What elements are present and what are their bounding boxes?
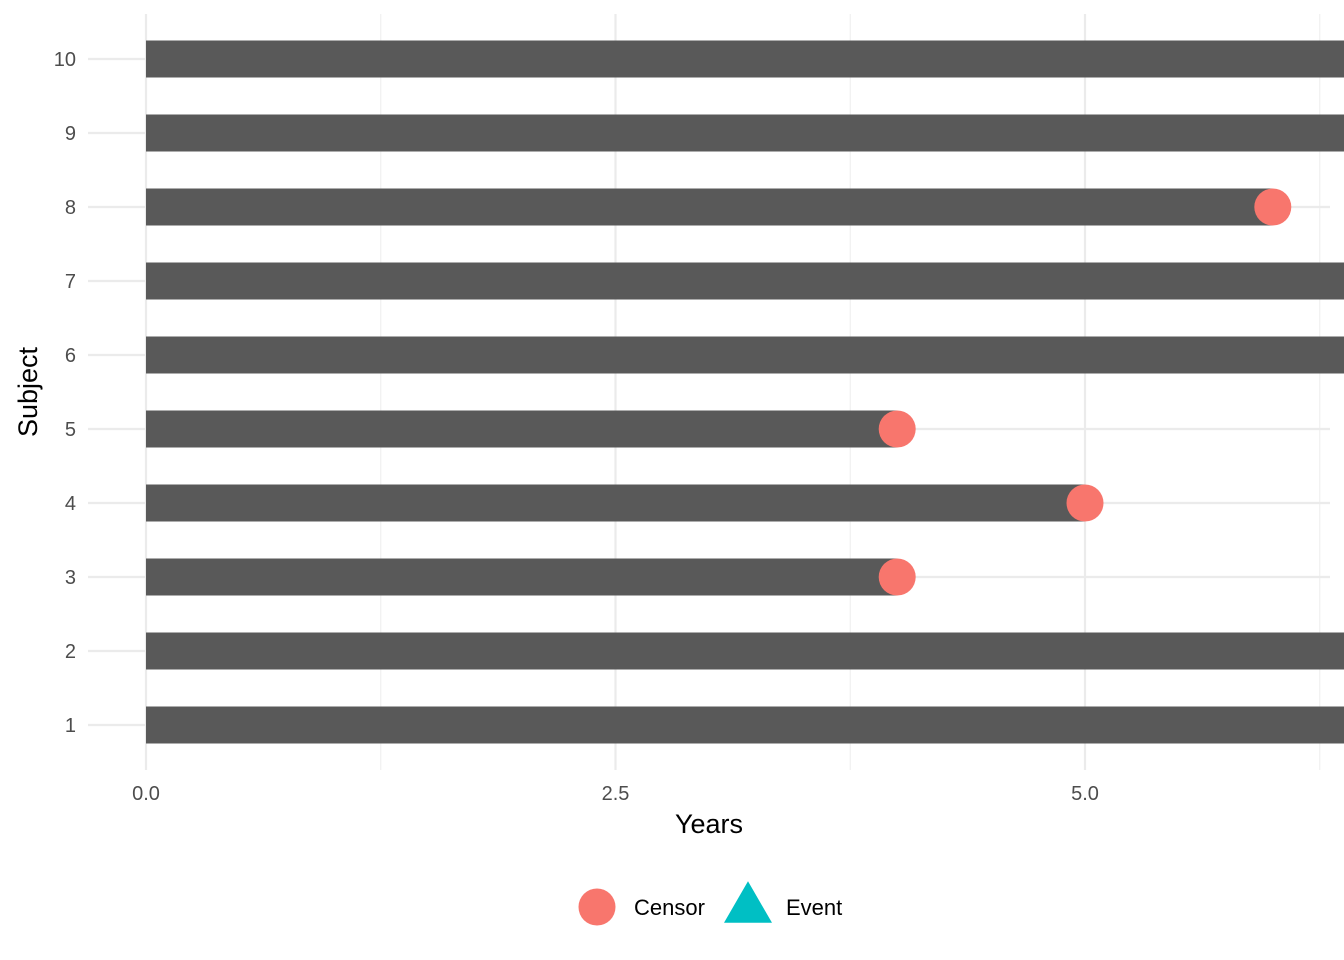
y-tick-label: 10 (54, 49, 76, 71)
y-tick-label: 5 (65, 419, 76, 441)
y-axis-ticks: 1 2 3 4 5 6 7 8 9 10 (54, 49, 76, 737)
censor-marker (1066, 484, 1104, 522)
y-tick-label: 3 (65, 567, 76, 589)
bars (146, 40, 1344, 744)
bar (146, 262, 1344, 300)
x-axis-title: Years (675, 809, 743, 839)
legend-event-label: Event (786, 895, 842, 920)
x-tick-label: 5.0 (1071, 783, 1099, 805)
y-tick-label: 4 (65, 493, 76, 515)
y-tick-label: 2 (65, 641, 76, 663)
bar (146, 484, 1085, 522)
legend-censor-key (578, 888, 616, 926)
censor-marker (878, 410, 916, 448)
y-axis-title: Subject (13, 346, 43, 437)
bar (146, 114, 1344, 152)
legend-censor-label: Censor (634, 895, 705, 920)
y-tick-label: 6 (65, 345, 76, 367)
bar (146, 558, 898, 596)
y-tick-label: 9 (65, 123, 76, 145)
bar (146, 632, 1344, 670)
legend-event-key (724, 881, 772, 923)
status-markers (878, 188, 1292, 596)
x-tick-label: 2.5 (602, 783, 630, 805)
bar (146, 40, 1344, 78)
bar (146, 706, 1344, 744)
y-tick-label: 7 (65, 271, 76, 293)
x-axis-ticks: 0.02.55.07.510.012.5 (132, 783, 1099, 805)
bar (146, 336, 1344, 374)
bar (146, 410, 898, 448)
bar (146, 188, 1273, 226)
x-tick-label: 0.0 (132, 783, 160, 805)
censor-marker (878, 558, 916, 596)
y-tick-label: 1 (65, 715, 76, 737)
y-tick-label: 8 (65, 197, 76, 219)
censor-marker (1254, 188, 1292, 226)
legend: Censor Event (578, 881, 842, 926)
